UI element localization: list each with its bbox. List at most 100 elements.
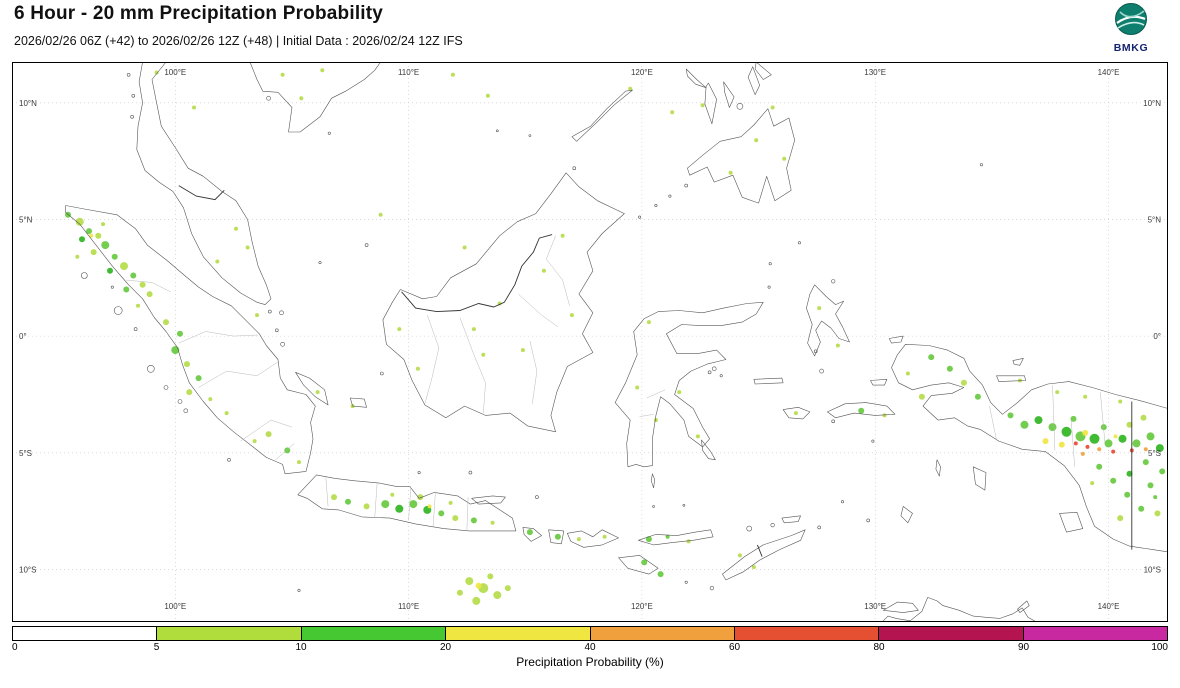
coastline (891, 344, 1168, 553)
precip-cell (526, 529, 533, 536)
precip-cell (472, 596, 481, 605)
precip-cell (345, 498, 351, 505)
precip-cell (448, 500, 453, 505)
precip-cell (255, 313, 259, 318)
precip-cell (395, 504, 404, 513)
small-island (871, 439, 875, 443)
province-border (1070, 420, 1075, 467)
axis-tick-label: 10°S (1144, 565, 1161, 574)
coastline (295, 372, 329, 406)
precip-cell (427, 504, 432, 509)
axis-tick-label: 100°E (164, 602, 186, 611)
coastline (881, 597, 1037, 622)
coastline (806, 284, 850, 357)
precip-cell (1142, 459, 1149, 466)
precip-cell (79, 236, 85, 243)
precip-cell (554, 533, 561, 540)
precip-cell (665, 534, 670, 539)
small-island (379, 371, 384, 376)
precip-cell (409, 500, 418, 509)
precip-cell (171, 346, 180, 355)
precip-cell (215, 259, 220, 264)
precip-cell (960, 379, 967, 386)
coastline (382, 172, 625, 433)
small-island (682, 503, 686, 507)
colorbar-tick-label: 5 (153, 642, 160, 653)
small-island (719, 374, 723, 378)
colorbar-segment (734, 627, 880, 640)
axis-tick-label: 140°E (1098, 68, 1120, 77)
precip-cell (974, 393, 981, 400)
small-island (668, 194, 672, 198)
precip-cell (470, 517, 477, 524)
small-island (81, 272, 88, 279)
small-island (736, 102, 744, 110)
precip-cell (493, 591, 502, 600)
precip-cell (695, 434, 700, 439)
small-island (227, 457, 231, 462)
axis-tick-label: 100°E (164, 68, 186, 77)
precip-cell (817, 306, 822, 311)
precip-cell (504, 585, 511, 592)
colorbar-tick-label: 40 (584, 642, 596, 653)
precip-cell (602, 534, 607, 539)
precip-cell (475, 582, 482, 589)
small-island (417, 471, 421, 475)
precip-cell (628, 86, 633, 91)
small-island (110, 285, 114, 289)
page-title: 6 Hour - 20 mm Precipitation Probability (14, 3, 384, 24)
precip-cell (541, 268, 546, 273)
small-island (979, 163, 983, 167)
precip-cell (1138, 505, 1145, 512)
precip-cell (1154, 510, 1161, 517)
small-island (819, 368, 824, 374)
precip-cell (462, 245, 467, 250)
small-island (113, 306, 123, 315)
small-island (183, 408, 189, 414)
precip-cell (456, 589, 463, 596)
small-island (318, 261, 322, 265)
precip-cell (192, 105, 196, 110)
precip-cell (299, 96, 304, 101)
coastline (753, 377, 784, 385)
precip-cell (918, 393, 925, 400)
precipitation-overlay (65, 68, 1166, 605)
precip-cell (1097, 447, 1102, 452)
province-border (459, 317, 486, 414)
colorbar-segment (446, 627, 591, 640)
province-border (374, 483, 378, 517)
coastline (747, 66, 760, 95)
precip-cell (154, 70, 159, 75)
precip-cell (1089, 433, 1100, 444)
precip-cell (1153, 495, 1158, 500)
precip-cell (265, 431, 272, 438)
small-island (831, 279, 836, 284)
precip-cell (481, 352, 486, 357)
province-border (432, 492, 436, 528)
axis-tick-label: 130°E (864, 602, 886, 611)
precip-cell (224, 411, 229, 416)
province-border (1052, 385, 1056, 451)
province-border (424, 315, 440, 404)
precip-cell (905, 371, 910, 376)
axis-tick-label: 120°E (631, 602, 653, 611)
precip-cell (1055, 390, 1060, 395)
small-island (638, 215, 642, 219)
precip-cell (569, 313, 574, 318)
precip-cell (208, 397, 213, 402)
small-island (133, 327, 138, 331)
province-border (240, 419, 293, 442)
colorbar-ticks: 0 5 10 20 40 60 80 90 100 (12, 641, 1168, 654)
axis-tick-label: 0° (1153, 332, 1161, 341)
small-island (130, 114, 134, 119)
precip-cell (101, 222, 105, 227)
coastline (687, 108, 795, 204)
precip-cell (1113, 434, 1118, 439)
coastline (870, 379, 888, 386)
precip-cell (1147, 482, 1154, 489)
colorbar-segment (157, 627, 302, 640)
country-border (756, 544, 763, 557)
province-border (518, 293, 559, 327)
precip-cell (1090, 481, 1095, 486)
small-island (177, 399, 183, 404)
